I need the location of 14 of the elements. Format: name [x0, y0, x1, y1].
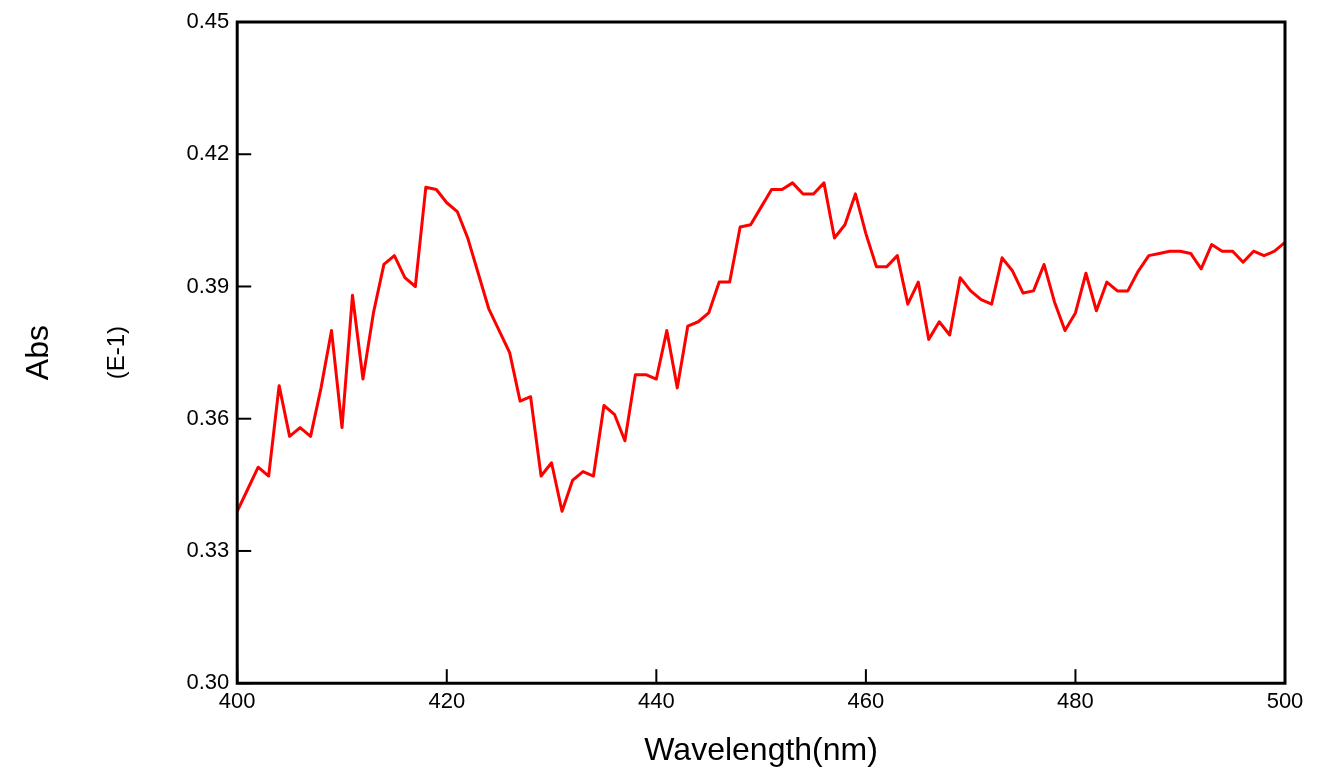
x-tick-label: 420	[428, 688, 466, 714]
y-tick-label: 0.36	[186, 404, 230, 430]
y-tick-label: 0.33	[186, 537, 230, 563]
y-axis-title: Abs	[19, 325, 56, 381]
x-axis-title: Wavelength(nm)	[644, 730, 878, 767]
x-tick-label: 460	[847, 688, 885, 714]
y-tick-label: 0.45	[186, 8, 230, 34]
y-tick-label: 0.39	[186, 272, 230, 298]
text: (E-1)	[101, 325, 129, 380]
x-tick-label: 400	[218, 688, 256, 714]
x-tick-label: 440	[637, 688, 675, 714]
x-tick-label: 480	[1057, 688, 1094, 714]
y-tick-label: 0.42	[186, 140, 230, 166]
x-tick-label: 500	[1266, 688, 1304, 714]
